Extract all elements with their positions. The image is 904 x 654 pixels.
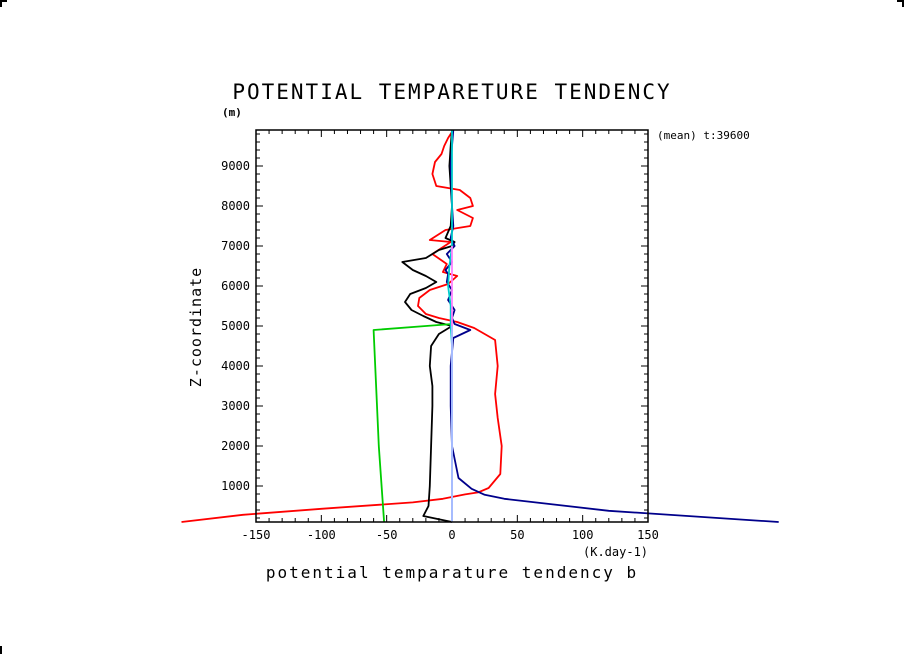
corner-mark-top-right	[897, 0, 904, 2]
series-line-4	[372, 323, 453, 523]
x-tick-label: 100	[572, 528, 594, 542]
y-tick-label: 3000	[221, 399, 250, 413]
y-tick-label: 6000	[221, 279, 250, 293]
x-tick-label: 50	[510, 528, 524, 542]
corner-mark-top-left-v	[0, 0, 2, 7]
x-axis-label: potential temparature tendency b	[266, 563, 638, 582]
y-tick-label: 4000	[221, 359, 250, 373]
y-tick-label: 1000	[221, 479, 250, 493]
corner-mark-top-left	[0, 0, 7, 2]
series-line-1	[181, 129, 503, 523]
plot-frame	[255, 129, 649, 523]
y-tick-label: 7000	[221, 239, 250, 253]
x-tick-label: -100	[307, 528, 336, 542]
series-line-3	[444, 129, 779, 523]
x-axis-unit: (K.day-1)	[583, 545, 648, 559]
chart-title: POTENTIAL TEMPARETURE TENDENCY	[232, 80, 671, 104]
y-unit-label: (m)	[222, 106, 242, 119]
x-tick-label: 0	[448, 528, 455, 542]
y-tick-label: 2000	[221, 439, 250, 453]
axis-ticks: -150 -100 -50 0 50 100 150 1000 2000 3000 4000 5000…	[221, 130, 659, 542]
corner-mark-top-right-v	[902, 0, 904, 7]
x-tick-label: -150	[242, 528, 271, 542]
y-axis-label: Z-coordinate	[187, 267, 205, 387]
series-line-2	[401, 129, 456, 523]
annotation-label: (mean) t:39600	[657, 129, 750, 142]
y-tick-label: 5000	[221, 319, 250, 333]
series-layer	[181, 129, 779, 523]
corner-mark-bottom-left	[0, 646, 2, 654]
x-tick-label: 150	[637, 528, 659, 542]
y-tick-label: 8000	[221, 199, 250, 213]
x-tick-label: -50	[376, 528, 398, 542]
y-tick-label: 9000	[221, 159, 250, 173]
